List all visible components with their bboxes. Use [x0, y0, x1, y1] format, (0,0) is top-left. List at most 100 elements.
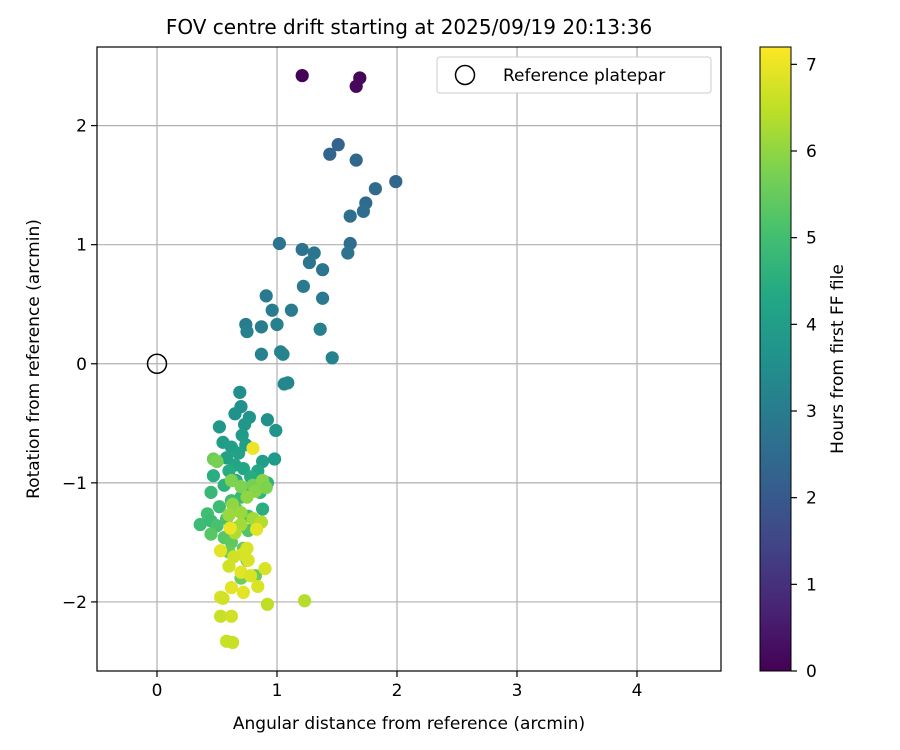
- x-tick-label: 3: [512, 681, 523, 701]
- x-axis-label: Angular distance from reference (arcmin): [233, 714, 585, 734]
- x-tick-label: 1: [272, 681, 283, 701]
- data-point: [260, 597, 274, 611]
- data-point: [316, 263, 330, 277]
- data-point: [260, 413, 274, 427]
- data-point: [343, 209, 357, 223]
- colorbar-tick-label: 2: [806, 489, 817, 509]
- data-point: [232, 446, 246, 460]
- data-point: [233, 385, 247, 399]
- data-point: [204, 485, 218, 499]
- legend-label: Reference platepar: [503, 66, 665, 86]
- data-point: [206, 469, 220, 483]
- colorbar-label: Hours from first FF file: [828, 264, 848, 454]
- data-point: [349, 79, 363, 93]
- data-point: [246, 441, 260, 455]
- data-point: [265, 303, 279, 317]
- data-point: [325, 351, 339, 365]
- data-point: [224, 609, 238, 623]
- data-point: [216, 591, 230, 605]
- y-axis: −2 −1 0 1 2: [62, 117, 97, 613]
- colorbar-tick-label: 4: [806, 315, 817, 335]
- data-point: [295, 68, 309, 83]
- data-point: [389, 174, 403, 189]
- data-point: [302, 255, 316, 270]
- data-point: [222, 508, 236, 522]
- y-axis-label: Rotation from reference (arcmin): [24, 219, 44, 499]
- colorbar-tick-label: 6: [806, 142, 817, 162]
- data-point: [268, 452, 282, 466]
- data-point: [241, 553, 255, 567]
- data-point: [236, 585, 250, 600]
- reference-platepar-marker: [146, 353, 168, 375]
- data-point: [295, 242, 309, 257]
- y-tick-label: 1: [76, 236, 87, 256]
- y-tick-label: 2: [76, 117, 87, 137]
- data-point: [212, 420, 226, 434]
- data-point: [222, 559, 236, 573]
- data-point: [193, 517, 207, 532]
- data-point: [259, 289, 273, 303]
- data-point: [254, 320, 268, 334]
- data-point: [210, 454, 224, 469]
- colorbar-tick-label: 0: [806, 662, 817, 682]
- data-point: [298, 594, 312, 608]
- data-point: [276, 347, 290, 361]
- data-point: [316, 291, 330, 305]
- data-point: [256, 502, 270, 516]
- y-tick-label: −2: [62, 593, 87, 613]
- data-point: [240, 490, 254, 504]
- plot-frame: [96, 46, 722, 672]
- y-tick-label: 0: [76, 355, 87, 375]
- data-point: [349, 153, 363, 167]
- data-point: [212, 500, 226, 514]
- data-point: [240, 325, 254, 339]
- data-point: [277, 377, 291, 391]
- data-point: [223, 521, 237, 535]
- data-point: [284, 303, 298, 317]
- data-point: [254, 347, 268, 361]
- colorbar-gradient: [759, 46, 792, 672]
- data-point: [224, 473, 238, 488]
- data-point: [238, 417, 252, 432]
- data-point: [296, 279, 310, 293]
- data-point: [228, 407, 242, 421]
- data-point: [214, 609, 228, 623]
- data-point: [269, 423, 283, 438]
- colorbar: 0 1 2 3 4 5 6 7 Hours from first FF file: [759, 46, 848, 682]
- data-point: [331, 138, 345, 152]
- legend-open-circle-marker: [454, 64, 476, 86]
- data-point: [234, 506, 248, 520]
- x-tick-label: 4: [632, 681, 643, 701]
- data-point: [341, 246, 355, 260]
- data-point: [240, 541, 254, 555]
- data-point: [250, 522, 264, 536]
- data-point: [356, 204, 370, 218]
- data-point: [258, 561, 272, 576]
- data-point: [313, 322, 327, 336]
- grid-lines: [97, 47, 721, 671]
- colorbar-tick-label: 3: [806, 402, 817, 422]
- data-point: [224, 581, 238, 595]
- data-point: [368, 182, 382, 196]
- data-point: [226, 497, 240, 511]
- data-point: [204, 527, 218, 541]
- legend-box: [436, 56, 712, 94]
- data-point: [226, 635, 240, 650]
- x-tick-label: 0: [152, 681, 163, 701]
- chart-title: FOV centre drift starting at 2025/09/19 …: [166, 15, 652, 39]
- data-point: [244, 569, 258, 583]
- colorbar-tick-label: 5: [806, 229, 817, 249]
- x-tick-label: 2: [392, 681, 403, 701]
- x-axis: 0 1 2 3 4: [152, 671, 643, 701]
- legend: Reference platepar: [436, 56, 712, 94]
- colorbar-ticks: 0 1 2 3 4 5 6 7: [791, 55, 817, 682]
- data-point: [270, 317, 284, 332]
- y-tick-label: −1: [62, 474, 87, 494]
- data-point: [234, 479, 248, 494]
- data-point: [323, 147, 337, 161]
- colorbar-tick-label: 7: [806, 55, 817, 75]
- colorbar-tick-label: 1: [806, 575, 817, 595]
- data-points: [193, 68, 403, 650]
- reference-marker-layer: [146, 353, 168, 375]
